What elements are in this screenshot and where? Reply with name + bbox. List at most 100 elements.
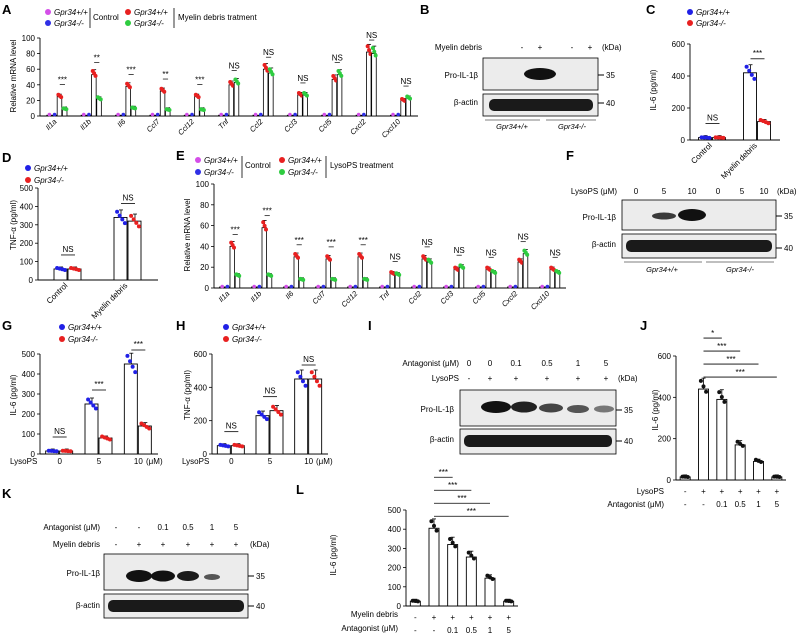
x-row2-value-j-3: 0.5 [735, 500, 747, 509]
data-point-g-1-0-2 [91, 403, 96, 408]
x-tick-label-d-0: Control [45, 281, 70, 306]
data-point-a-9-3-0 [370, 45, 375, 50]
blot-k-band-5 [204, 574, 220, 580]
y-tick-label-j-2: 400 [658, 393, 672, 402]
data-point-h-1-0-2 [262, 414, 267, 419]
data-point-e-5-0 [380, 284, 385, 289]
blot-f-dose-6: 10 [760, 187, 769, 196]
blot-f-band-5 [652, 212, 676, 220]
data-point-a-2-0 [116, 112, 120, 117]
data-point-l-0-2 [415, 599, 420, 604]
sig-label-h-0: NS [226, 422, 237, 431]
bar-l-2 [447, 544, 459, 607]
data-point-e-3-3-2 [333, 277, 338, 282]
data-point-d-0-1-3 [76, 267, 81, 272]
legend-dot-ko-treat [125, 20, 131, 26]
x-axis-label-h: LysoPS [182, 457, 209, 466]
blot-i-band-actin [464, 435, 612, 447]
data-point-a-9-2-0 [365, 44, 370, 49]
x-row1-value-j-3: + [738, 487, 743, 496]
panel-l: L IL-6 (pg/ml) Myelin debris Antagonist … [296, 468, 518, 635]
sig-label-a-6: NS [263, 48, 274, 57]
sig-label-a-7: NS [297, 74, 308, 83]
sig-label-a-1: ** [94, 54, 100, 63]
data-point-a-0-2-2 [59, 95, 64, 100]
y-tick-label-e-1: 20 [200, 263, 209, 272]
data-point-l-1-1 [432, 523, 436, 528]
blot-k-ant-5: 1 [210, 523, 215, 532]
data-point-h-1-0-0 [257, 410, 262, 415]
y-tick-label-e-3: 60 [200, 222, 209, 231]
legend-h-dot-ko [223, 336, 229, 342]
data-point-h-2-0-2 [300, 379, 305, 384]
sig-label-e-2: *** [295, 236, 304, 245]
data-point-e-4-2-2 [360, 255, 364, 260]
bar-a-6-3 [268, 72, 274, 117]
data-point-e-8-3-2 [493, 270, 498, 275]
data-point-a-7-1 [293, 112, 297, 117]
data-point-a-4-2-2 [196, 95, 201, 100]
panel-g: G Gpr34+/+ Gpr34-/- IL-6 (pg/ml) LysoPS … [2, 318, 163, 466]
data-point-h-2-1-1 [312, 374, 317, 379]
panel-f: F LysoPS (μM) 0 5 10 0 5 10 (kDa) Pro-IL… [566, 148, 797, 274]
legend-e-ko-treat: Gpr34-/- [288, 168, 318, 177]
data-point-e-4-3-2 [365, 277, 370, 282]
panel-label-a: A [2, 2, 12, 17]
bar-h-1-0 [255, 415, 270, 455]
legend-g-ko: Gpr34-/- [68, 335, 98, 344]
x-tick-label-a-8: Ccl5 [317, 116, 335, 134]
data-point-h-2-0-3 [303, 383, 308, 388]
blot-k-treat-3: + [161, 540, 166, 549]
y-tick-label-l-1: 100 [388, 583, 402, 592]
blot-f-dose-4: 0 [716, 187, 721, 196]
blot-k-treat-4: + [186, 540, 191, 549]
data-point-a-2-3-2 [133, 106, 138, 111]
x-tick-label-a-3: Ccl7 [145, 116, 163, 134]
blot-i-treat-2: + [488, 374, 493, 383]
sig-label-e-3: *** [327, 238, 336, 247]
bar-a-3-2 [159, 90, 166, 117]
data-point-j-4-2 [759, 459, 764, 464]
plot-g: 0 100 200 300 400 500 NS 0 *** 5 *** 10 [22, 340, 158, 466]
blot-f-mw-35: 35 [784, 212, 793, 221]
x-row1-label-l: Myelin debris [351, 610, 398, 619]
sig-label-g-1: *** [94, 380, 103, 389]
bar-d-1-1 [127, 220, 142, 281]
blot-b-loading-label: β-actin [454, 98, 478, 107]
blot-k-treat-5: + [210, 540, 215, 549]
x-tick-label-g-1: 5 [97, 457, 102, 466]
data-point-g-2-1-3 [147, 426, 152, 431]
bar-a-10-3 [405, 97, 412, 117]
x-tick-label-g-2: 10 [134, 457, 143, 466]
blot-k-band-2 [126, 570, 152, 582]
y-tick-label-g-3: 300 [22, 390, 36, 399]
bar-e-7-2 [453, 268, 459, 289]
blot-k-mw-35: 35 [256, 572, 265, 581]
blot-i-ant-3: 0.1 [510, 359, 522, 368]
panel-h: H Gpr34+/+ Gpr34-/- TNF-α (pg/ml) LysoPS… [176, 318, 333, 466]
x-row1-value-j-5: + [774, 487, 779, 496]
blot-f-genotype-ko: Gpr34-/- [726, 265, 754, 274]
data-point-l-3-2 [471, 556, 476, 561]
data-point-g-1-1-3 [107, 437, 112, 442]
blot-b-sign-3: - [571, 43, 574, 52]
data-point-l-3-1 [469, 553, 474, 558]
data-point-a-3-1 [155, 112, 160, 117]
y-tick-label-c-2: 400 [672, 72, 686, 81]
sig-label-c-1: *** [753, 49, 762, 58]
blot-k-antagonist-label: Antagonist (μM) [43, 523, 100, 532]
x-tick-label-a-6: Ccl2 [248, 116, 266, 134]
blot-f-dose-3: 10 [688, 187, 697, 196]
y-tick-label-a-0: 0 [31, 112, 36, 121]
legend-h-dot-wt [223, 324, 229, 330]
bar-a-2-2 [125, 85, 131, 117]
legend-d-wt: Gpr34+/+ [34, 164, 68, 173]
blot-i-treat-3: + [514, 374, 519, 383]
blot-k-band-4 [177, 571, 199, 581]
legend-dot-wt-control [45, 9, 51, 15]
data-point-c-1-0-2 [749, 72, 754, 77]
x-tick-label-a-1: Il1b [78, 117, 93, 132]
data-point-h-2-1-2 [314, 379, 319, 384]
x-tick-label-e-1: Il1b [248, 289, 263, 304]
